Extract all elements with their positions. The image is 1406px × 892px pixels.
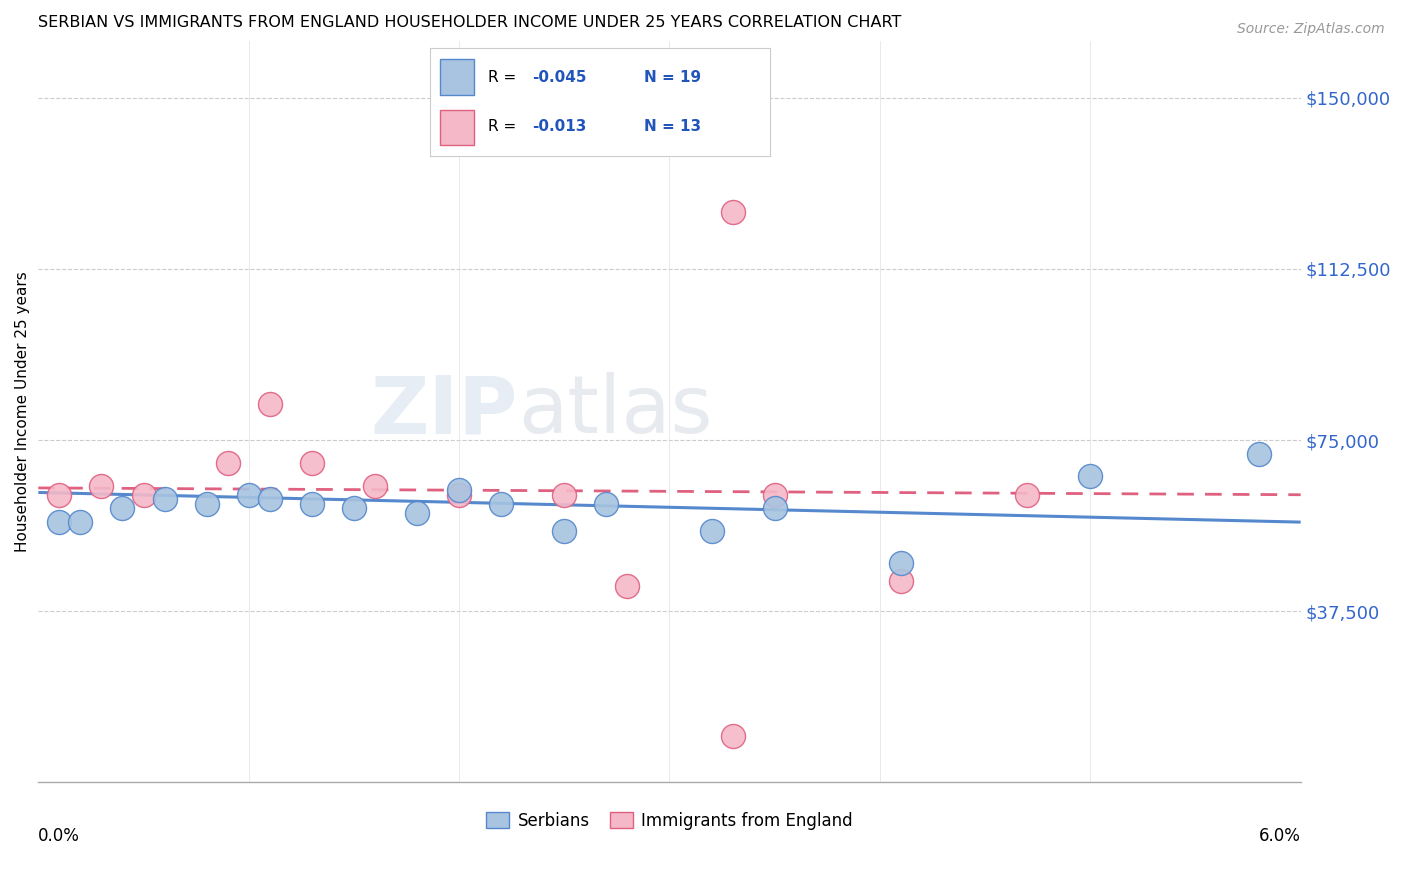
Point	[553, 524, 575, 539]
Point	[238, 488, 260, 502]
Point	[721, 730, 744, 744]
Point	[195, 497, 218, 511]
Text: 6.0%: 6.0%	[1258, 827, 1301, 845]
Point	[449, 488, 471, 502]
Point	[48, 515, 70, 529]
Point	[721, 205, 744, 219]
Point	[301, 456, 323, 470]
Point	[616, 579, 638, 593]
Point	[301, 497, 323, 511]
Point	[217, 456, 239, 470]
Point	[763, 501, 786, 516]
Point	[69, 515, 91, 529]
Point	[890, 556, 912, 570]
Point	[259, 492, 281, 507]
Text: Source: ZipAtlas.com: Source: ZipAtlas.com	[1237, 22, 1385, 37]
Point	[595, 497, 617, 511]
Point	[406, 506, 429, 520]
Y-axis label: Householder Income Under 25 years: Householder Income Under 25 years	[15, 271, 30, 552]
Point	[489, 497, 512, 511]
Text: atlas: atlas	[517, 373, 713, 450]
Point	[343, 501, 366, 516]
Point	[1078, 469, 1101, 483]
Point	[259, 396, 281, 410]
Point	[153, 492, 176, 507]
Text: SERBIAN VS IMMIGRANTS FROM ENGLAND HOUSEHOLDER INCOME UNDER 25 YEARS CORRELATION: SERBIAN VS IMMIGRANTS FROM ENGLAND HOUSE…	[38, 15, 901, 30]
Point	[364, 478, 387, 492]
Point	[449, 483, 471, 498]
Point	[132, 488, 155, 502]
Legend: Serbians, Immigrants from England: Serbians, Immigrants from England	[479, 805, 859, 837]
Point	[1017, 488, 1039, 502]
Point	[1247, 447, 1270, 461]
Text: ZIP: ZIP	[371, 373, 517, 450]
Point	[553, 488, 575, 502]
Point	[90, 478, 112, 492]
Point	[890, 574, 912, 589]
Point	[111, 501, 134, 516]
Point	[763, 488, 786, 502]
Text: 0.0%: 0.0%	[38, 827, 80, 845]
Point	[700, 524, 723, 539]
Point	[48, 488, 70, 502]
